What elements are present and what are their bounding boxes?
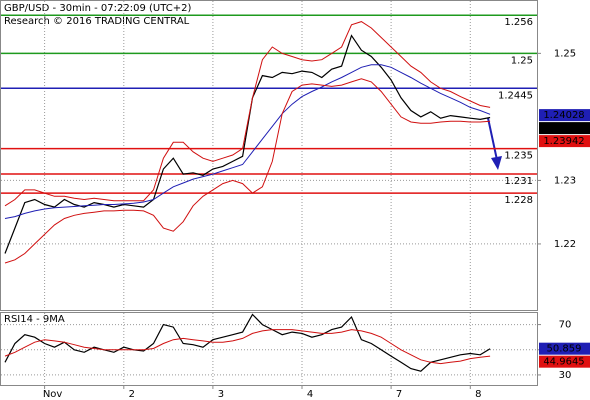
price-frame <box>0 0 538 311</box>
x-tick-label: 4 <box>307 389 313 400</box>
rsi-frame <box>0 312 538 386</box>
level-label: 1.231 <box>504 176 533 187</box>
series-line <box>4 34 491 254</box>
chart-subtitle: Research © 2016 TRADING CENTRAL <box>4 16 190 27</box>
price-tag-label: 1.23942 <box>543 136 584 147</box>
forecast-arrow <box>487 117 498 161</box>
y-tick-label: 1.22 <box>554 239 576 250</box>
price-tag-label: 50.859 <box>547 344 582 355</box>
level-label: 1.25 <box>511 55 533 66</box>
price-tag-label: 44.9645 <box>543 357 584 368</box>
level-label: 1.256 <box>504 17 533 28</box>
x-tick-label: 3 <box>218 389 224 400</box>
y-tick-label: 70 <box>559 320 572 331</box>
chart-title: GBP/USD - 30min - 07:22:09 (UTC+2) <box>4 3 191 14</box>
level-label: 1.2445 <box>498 90 533 101</box>
price-tag <box>539 355 590 368</box>
series-line <box>4 78 491 264</box>
x-tick-label: 2 <box>129 389 135 400</box>
y-tick-label: 1.25 <box>554 48 576 59</box>
price-tag <box>539 122 590 135</box>
level-label: 1.228 <box>504 195 533 206</box>
x-tick-label: 7 <box>396 389 402 400</box>
x-tick-label: 8 <box>475 389 481 400</box>
price-tag-label: 1.2399 <box>547 123 582 134</box>
price-tag-label: 1.24028 <box>543 110 584 121</box>
forecast-arrowhead <box>491 156 502 170</box>
series-line <box>4 64 491 219</box>
price-tag <box>539 342 590 355</box>
x-tick-label: Nov <box>43 389 63 400</box>
series-line <box>4 313 491 372</box>
rsi-title: RSI14 - 9MA <box>4 314 65 325</box>
y-tick-label: 30 <box>559 370 572 381</box>
level-label: 1.235 <box>504 151 533 162</box>
price-tag <box>539 135 590 148</box>
series-line <box>4 329 491 365</box>
series-line <box>4 21 491 207</box>
y-tick-label: 1.23 <box>554 175 576 186</box>
price-tag <box>539 109 590 122</box>
